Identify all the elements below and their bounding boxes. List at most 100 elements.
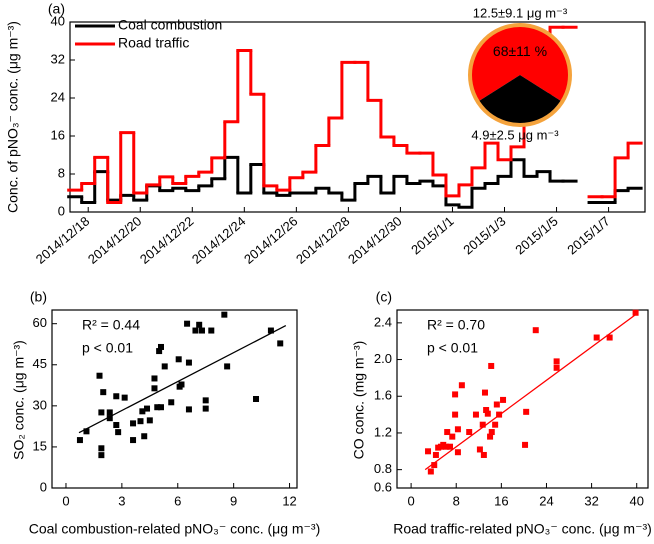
point xyxy=(593,334,600,341)
y-tick-label: 8 xyxy=(58,165,65,180)
point xyxy=(113,422,120,429)
legend-label: Road traffic xyxy=(118,35,189,51)
point xyxy=(500,396,507,403)
point xyxy=(425,448,432,455)
point xyxy=(185,359,192,366)
annotation: p < 0.01 xyxy=(82,340,133,356)
y-tick-label: 1.6 xyxy=(374,388,392,403)
y-tick-label: 16 xyxy=(51,127,65,142)
point xyxy=(146,417,153,424)
x-tick-label: 0 xyxy=(407,493,414,508)
point xyxy=(100,389,107,396)
point xyxy=(208,327,215,334)
panel-label: (b) xyxy=(30,289,47,305)
x-tick-label: 12 xyxy=(282,493,296,508)
y-tick-label: 30 xyxy=(33,397,47,412)
point xyxy=(157,404,164,411)
pie-slice xyxy=(470,25,570,102)
y-tick-label: 60 xyxy=(33,315,47,330)
point xyxy=(488,362,495,369)
pie-border xyxy=(468,23,572,127)
point xyxy=(141,433,148,440)
point xyxy=(76,437,83,444)
plot-frame xyxy=(69,21,646,213)
x-tick-label: 40 xyxy=(629,493,643,508)
panel-label: (a) xyxy=(48,1,65,17)
point xyxy=(192,327,199,334)
point xyxy=(184,320,191,327)
point xyxy=(522,441,529,448)
y-tick-label: 0 xyxy=(58,203,65,218)
point xyxy=(483,407,490,414)
point xyxy=(253,396,260,402)
point xyxy=(156,348,163,355)
point xyxy=(479,421,486,428)
point xyxy=(224,363,231,370)
point xyxy=(130,420,137,427)
point xyxy=(130,437,137,444)
point xyxy=(154,404,161,411)
point xyxy=(115,429,122,436)
point xyxy=(221,311,228,318)
y-tick-label: 24 xyxy=(51,89,65,104)
x-tick-label: 0 xyxy=(62,493,69,508)
point xyxy=(137,418,144,425)
annotation: R² = 0.70 xyxy=(427,317,485,333)
y-tick-label: 0 xyxy=(40,479,47,494)
x-tick-label: 16 xyxy=(494,493,508,508)
point xyxy=(144,405,151,412)
y-tick-label: 0.8 xyxy=(374,461,392,476)
point xyxy=(161,363,168,370)
point xyxy=(523,408,530,415)
point xyxy=(151,375,158,382)
point xyxy=(427,468,434,475)
x-tick-label: 2014/12/22 xyxy=(137,213,196,266)
x-axis-title: Coal combustion-related pNO₃⁻ conc. (μg … xyxy=(29,521,321,537)
fit-line xyxy=(424,314,636,471)
point xyxy=(532,327,539,334)
plot-frame xyxy=(396,309,649,489)
x-tick-label: 2014/12/28 xyxy=(293,213,352,266)
point xyxy=(431,462,438,469)
point xyxy=(476,446,483,453)
point xyxy=(113,393,120,400)
point xyxy=(553,364,560,371)
point xyxy=(185,406,192,413)
pie-value-label: 68±11 % xyxy=(493,43,547,59)
point xyxy=(454,426,461,433)
fit-line xyxy=(78,325,287,434)
panel-label: (c) xyxy=(376,289,392,305)
point xyxy=(484,410,491,417)
x-tick-label: 2015/1/3 xyxy=(460,213,508,257)
point xyxy=(444,429,451,436)
y-axis-title: CO conc. (mg m⁻³) xyxy=(351,341,367,460)
point xyxy=(481,389,488,396)
x-tick-label: 2014/12/30 xyxy=(345,213,404,266)
point xyxy=(175,356,182,363)
x-tick-label: 24 xyxy=(539,493,553,508)
point xyxy=(553,358,560,365)
point xyxy=(202,397,209,404)
pie-label: 4.9±2.5 μg m⁻³ xyxy=(471,127,559,142)
x-tick-label: 2014/12/26 xyxy=(241,213,300,266)
point xyxy=(139,408,146,415)
x-tick-label: 2014/12/18 xyxy=(33,213,92,266)
plot-frame xyxy=(51,309,298,489)
point xyxy=(98,452,105,459)
x-tick-label: 9 xyxy=(230,493,237,508)
point xyxy=(98,409,105,416)
point xyxy=(83,428,90,435)
y-tick-label: 2.4 xyxy=(374,314,392,329)
x-tick-label: 3 xyxy=(118,493,125,508)
point xyxy=(452,391,459,398)
legend-label: Coal combustion xyxy=(118,17,222,33)
y-tick-label: 1.2 xyxy=(374,424,392,439)
y-axis-title: Conc. of pNO₃⁻ conc. (μg m⁻³) xyxy=(5,21,21,213)
point xyxy=(98,445,105,452)
x-tick-label: 2014/12/20 xyxy=(85,213,144,266)
point xyxy=(472,411,479,418)
point xyxy=(432,451,439,458)
point xyxy=(198,327,205,334)
y-tick-label: 32 xyxy=(51,51,65,66)
